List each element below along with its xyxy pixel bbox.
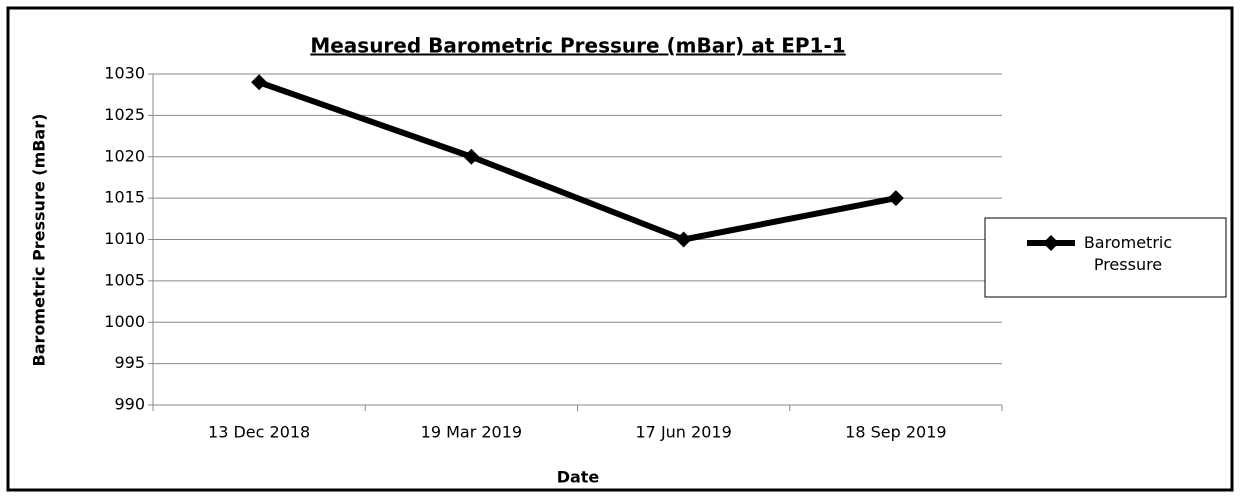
data-point: [675, 231, 692, 248]
chart-title: Measured Barometric Pressure (mBar) at E…: [310, 34, 845, 58]
y-tick-label: 1020: [104, 146, 145, 165]
x-tick-label: 13 Dec 2018: [208, 423, 310, 442]
y-axis-label: Barometric Pressure (mBar): [30, 114, 49, 367]
x-tick-label: 18 Sep 2019: [845, 423, 946, 442]
y-tick-label: 1000: [104, 312, 145, 331]
y-tick-label: 990: [114, 395, 145, 414]
data-point: [251, 74, 268, 91]
x-tick-label: 19 Mar 2019: [421, 423, 522, 442]
data-point: [463, 148, 480, 165]
legend-marker: [1043, 235, 1059, 251]
x-axis-label: Date: [557, 468, 600, 487]
x-tick-label: 17 Jun 2019: [636, 423, 732, 442]
legend-entry: Barometric Pressure: [1083, 233, 1173, 274]
legend-box: [984, 217, 1227, 298]
y-tick-label: 1015: [104, 188, 145, 207]
y-tick-label: 995: [114, 353, 145, 372]
legend-label: Barometric Pressure: [1083, 233, 1173, 274]
y-tick-label: 1010: [104, 229, 145, 248]
data-point: [887, 190, 904, 207]
series-line: [258, 79, 897, 243]
y-tick-label: 1025: [104, 105, 145, 124]
y-tick-label: 1005: [104, 270, 145, 289]
y-tick-label: 1030: [104, 64, 145, 83]
